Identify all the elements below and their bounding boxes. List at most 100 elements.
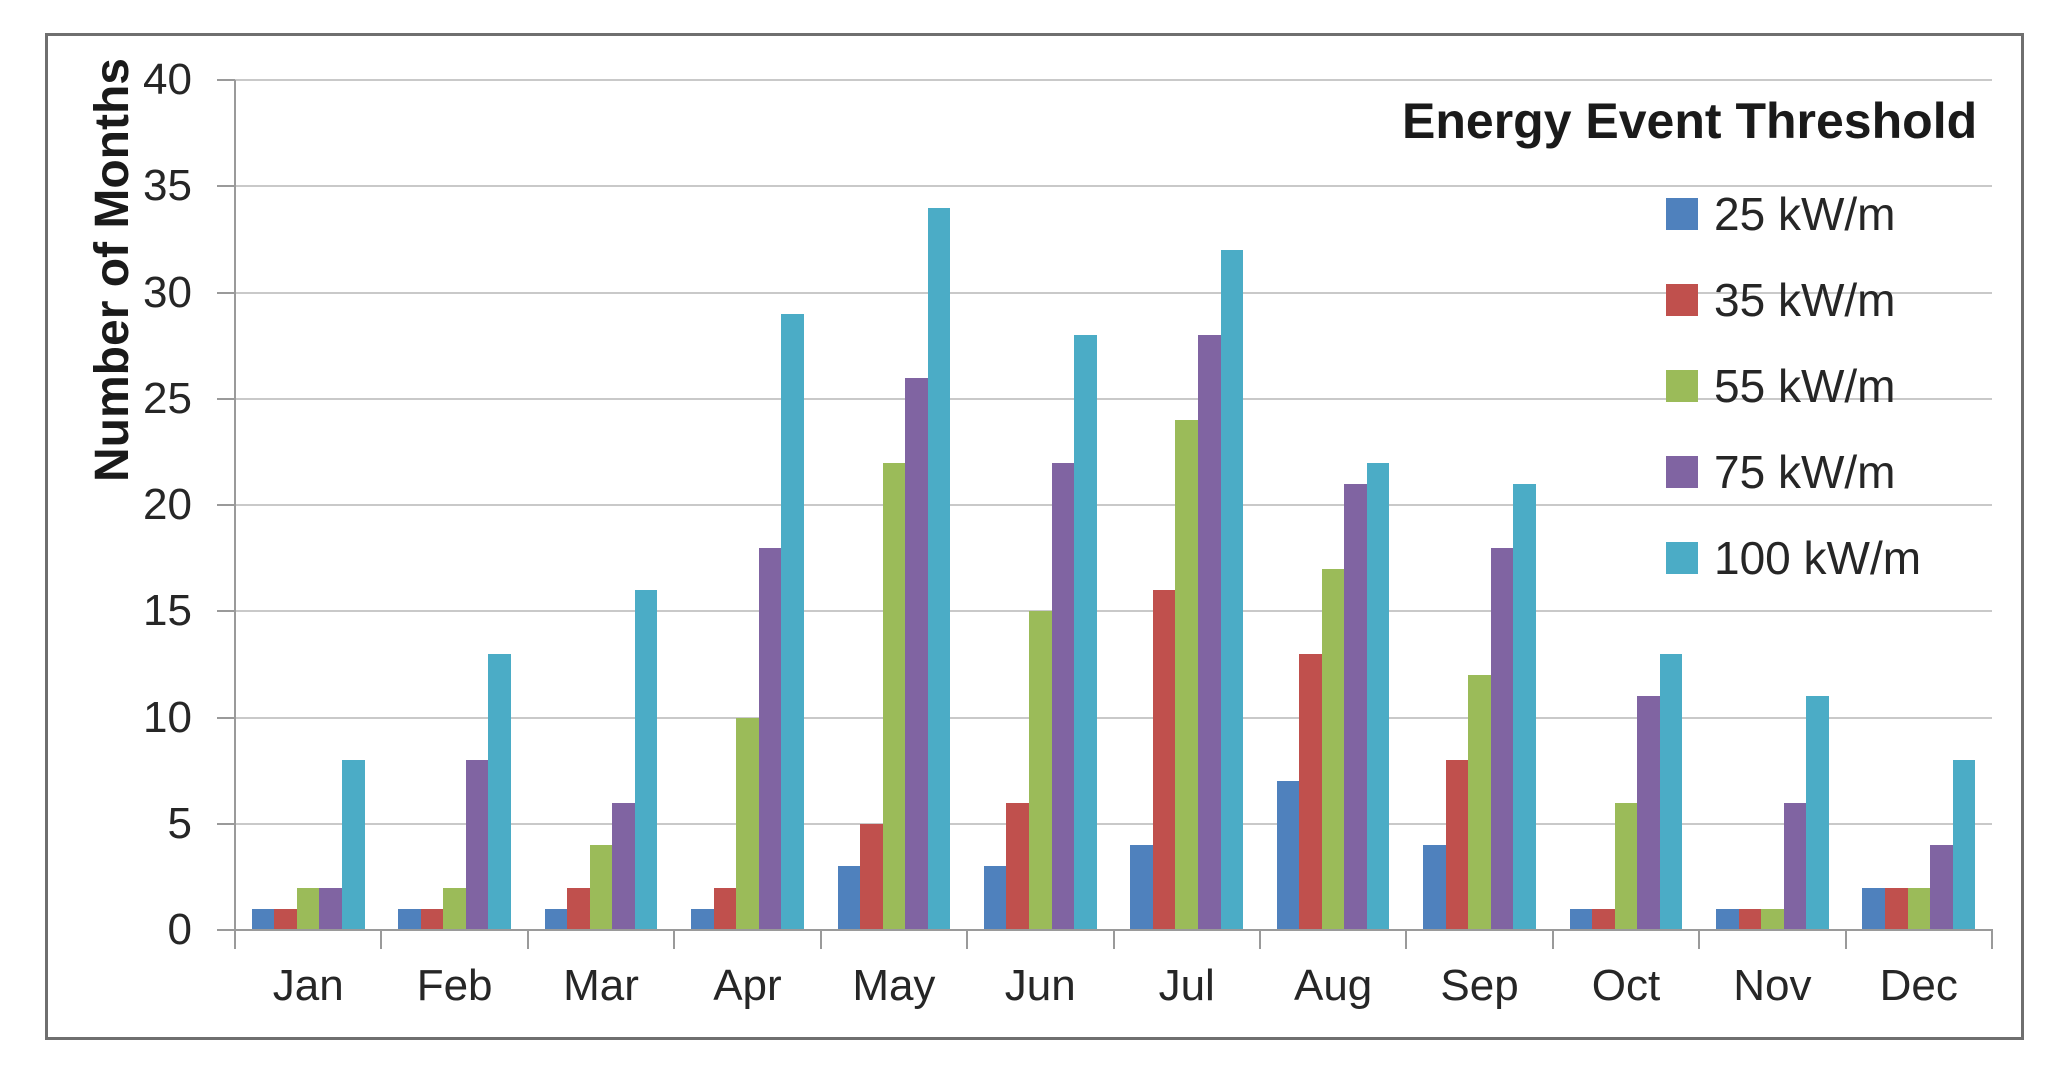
y-tick-label-10: 10	[143, 692, 192, 742]
y-tick-30	[217, 291, 235, 294]
x-tick-5	[966, 931, 969, 949]
bar-jan-55kwm	[296, 887, 320, 930]
bar-may-55kwm	[882, 462, 906, 930]
bar-jul-25kwm	[1130, 845, 1153, 930]
bar-sep-100kwm	[1513, 483, 1536, 930]
bar-nov-25kwm	[1716, 908, 1739, 930]
bar-apr-100kwm	[781, 313, 804, 930]
bar-dec-35kwm	[1884, 887, 1908, 930]
bar-jan-25kwm	[251, 908, 275, 930]
bar-mar-100kwm	[634, 590, 658, 930]
bar-oct-100kwm	[1659, 653, 1683, 930]
legend-swatch-icon	[1666, 370, 1698, 402]
bar-feb-75kwm	[465, 760, 489, 930]
bar-mar-55kwm	[589, 845, 613, 930]
x-tick-label-feb: Feb	[416, 961, 493, 1010]
bar-apr-75kwm	[758, 547, 782, 930]
legend-swatch-icon	[1666, 198, 1698, 230]
x-tick-7	[1258, 931, 1261, 949]
x-tick-0	[234, 931, 236, 949]
x-tick-3	[673, 931, 676, 949]
x-tick-10	[1698, 931, 1701, 949]
bar-dec-25kwm	[1862, 887, 1885, 930]
bar-jun-25kwm	[983, 866, 1007, 930]
x-tick-label-may: May	[852, 961, 936, 1010]
bar-oct-35kwm	[1592, 908, 1615, 930]
legend-label: 35 kW/m	[1714, 274, 1896, 326]
x-tick-label-jan: Jan	[272, 961, 344, 1010]
legend-item-55kwm: 55 kW/m	[1666, 354, 2026, 418]
x-axis-line	[217, 929, 1993, 931]
bar-jan-35kwm	[274, 908, 297, 930]
bar-aug-35kwm	[1299, 653, 1322, 930]
x-tick-4	[819, 931, 822, 949]
bar-nov-55kwm	[1761, 908, 1784, 930]
gridline-10	[235, 716, 1992, 719]
gridline-5	[235, 822, 1992, 825]
x-tick-8	[1405, 931, 1408, 949]
bar-nov-100kwm	[1806, 696, 1829, 930]
bar-dec-55kwm	[1907, 887, 1931, 930]
y-tick-label-25: 25	[143, 373, 192, 423]
bar-aug-55kwm	[1321, 568, 1345, 930]
legend-item-35kwm: 35 kW/m	[1666, 268, 2026, 332]
bar-dec-100kwm	[1952, 760, 1976, 930]
bar-may-75kwm	[905, 377, 928, 930]
bar-sep-35kwm	[1445, 760, 1469, 930]
bar-oct-55kwm	[1614, 802, 1638, 930]
legend-label: 75 kW/m	[1714, 446, 1896, 498]
bar-apr-25kwm	[691, 908, 714, 930]
legend-item-25kwm: 25 kW/m	[1666, 182, 2026, 246]
legend-label: 100 kW/m	[1714, 532, 1922, 584]
bar-jul-75kwm	[1197, 335, 1221, 930]
gridline-20	[235, 504, 1992, 506]
bar-sep-25kwm	[1423, 845, 1446, 930]
bar-aug-100kwm	[1366, 462, 1390, 930]
bar-may-25kwm	[837, 866, 861, 930]
bar-aug-25kwm	[1276, 781, 1300, 930]
y-tick-40	[217, 79, 235, 81]
legend-swatch-icon	[1666, 284, 1698, 316]
gridline-40	[235, 79, 1992, 81]
bar-may-100kwm	[927, 207, 951, 930]
y-tick-15	[217, 610, 235, 613]
legend-item-75kwm: 75 kW/m	[1666, 440, 2026, 504]
bar-nov-35kwm	[1738, 908, 1762, 930]
legend-swatch-icon	[1666, 456, 1698, 488]
bar-jul-55kwm	[1175, 420, 1198, 930]
bar-may-35kwm	[860, 823, 883, 930]
y-tick-label-35: 35	[143, 161, 192, 211]
bar-jul-35kwm	[1152, 590, 1176, 930]
x-tick-label-aug: Aug	[1293, 961, 1373, 1010]
x-tick-1	[380, 931, 383, 949]
y-tick-20	[217, 504, 235, 506]
y-tick-label-15: 15	[143, 586, 192, 636]
x-tick-6	[1112, 931, 1115, 949]
x-tick-label-jul: Jul	[1158, 961, 1215, 1010]
y-tick-0	[217, 929, 235, 931]
bar-sep-55kwm	[1468, 675, 1491, 930]
bar-sep-75kwm	[1490, 547, 1514, 930]
x-tick-label-jun: Jun	[1004, 961, 1076, 1010]
bar-jun-100kwm	[1074, 335, 1097, 930]
bar-jul-100kwm	[1220, 250, 1244, 930]
bar-oct-75kwm	[1637, 696, 1660, 930]
bar-aug-75kwm	[1344, 483, 1367, 930]
y-tick-35	[217, 185, 235, 188]
legend-swatch-icon	[1666, 542, 1698, 574]
x-tick-label-nov: Nov	[1733, 961, 1812, 1010]
bar-feb-100kwm	[488, 653, 511, 930]
bar-mar-75kwm	[612, 802, 635, 930]
y-tick-5	[217, 822, 235, 825]
x-tick-9	[1551, 931, 1554, 949]
legend-title: Energy Event Threshold	[1402, 93, 1978, 149]
bar-jun-55kwm	[1029, 611, 1052, 930]
bar-apr-55kwm	[736, 717, 759, 930]
y-tick-label-30: 30	[143, 267, 192, 317]
y-tick-10	[217, 716, 235, 719]
bar-apr-35kwm	[713, 887, 737, 930]
bar-feb-25kwm	[398, 908, 421, 930]
x-tick-label-apr: Apr	[713, 961, 782, 1010]
bar-jun-35kwm	[1006, 802, 1029, 930]
bar-jan-75kwm	[319, 887, 343, 930]
